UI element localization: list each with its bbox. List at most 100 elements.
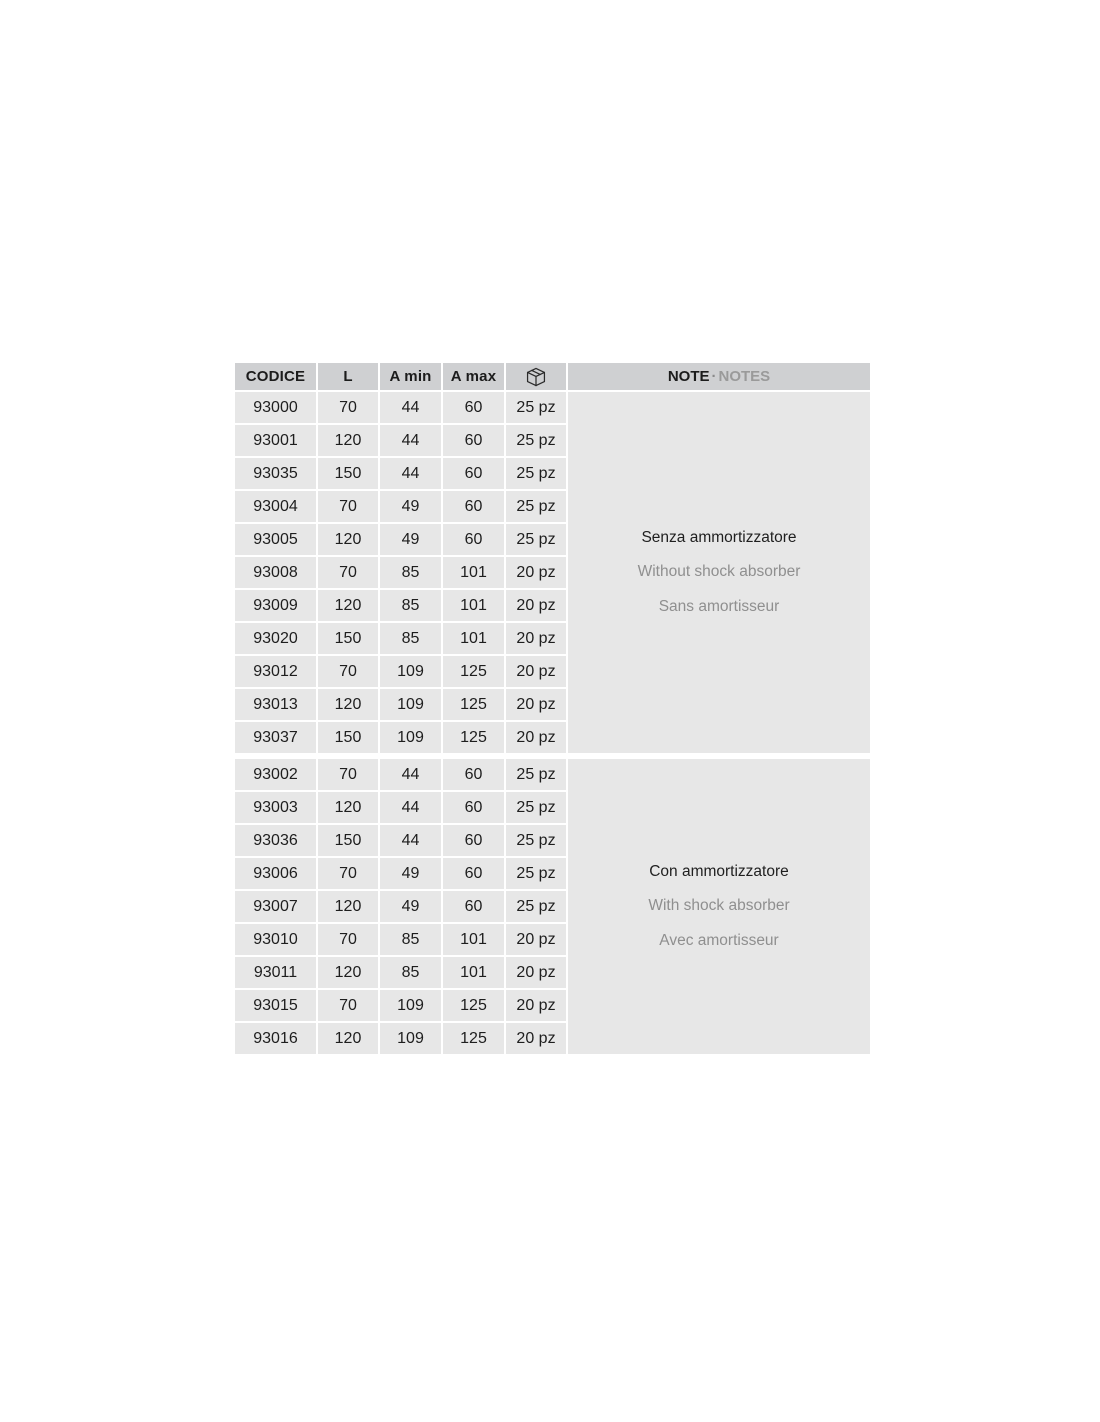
table-row[interactable]: 93010 70 85 101 20 pz [235,924,870,955]
cell-l: 120 [318,425,378,456]
cell-a-max: 101 [443,557,504,588]
cell-packaging: 20 pz [506,957,566,988]
note-text-italian: Senza ammortizzatore [641,529,797,547]
cell-codice: 93003 [235,792,316,823]
table-row[interactable]: 93036 150 44 60 25 pz [235,825,870,856]
group-separator-cell [235,755,870,757]
cell-packaging: 20 pz [506,924,566,955]
note-header-english: NOTES [718,368,771,385]
table-row[interactable]: 93016 120 109 125 20 pz [235,1023,870,1054]
cell-a-max: 125 [443,1023,504,1054]
cell-l: 70 [318,759,378,790]
cell-l: 70 [318,656,378,687]
cell-packaging: 20 pz [506,623,566,654]
cell-note-group: Senza ammortizzatore Without shock absorb… [568,392,870,753]
cell-l: 120 [318,891,378,922]
table-row[interactable]: 93007 120 49 60 25 pz [235,891,870,922]
cell-a-min: 49 [380,491,441,522]
cell-codice: 93008 [235,557,316,588]
cell-l: 120 [318,689,378,720]
cell-a-min: 44 [380,458,441,489]
cell-a-max: 60 [443,425,504,456]
cell-note-group: Con ammortizzatore With shock absorber Ave… [568,759,870,1054]
cell-a-max: 125 [443,990,504,1021]
table-row[interactable]: 93005 120 49 60 25 pz [235,524,870,555]
cell-a-max: 125 [443,722,504,753]
note-text-italian: Con ammortizzatore [649,863,789,881]
column-header-a-min: A min [380,363,441,390]
cell-codice: 93007 [235,891,316,922]
cell-codice: 93035 [235,458,316,489]
cell-codice: 93011 [235,957,316,988]
cell-a-max: 60 [443,759,504,790]
cell-l: 70 [318,858,378,889]
note-text-french: Avec amortisseur [659,931,779,949]
cell-a-max: 101 [443,957,504,988]
cell-packaging: 25 pz [506,858,566,889]
cell-l: 70 [318,491,378,522]
column-header-a-max: A max [443,363,504,390]
table-row[interactable]: 93012 70 109 125 20 pz [235,656,870,687]
cell-l: 70 [318,392,378,423]
cell-a-min: 49 [380,524,441,555]
table-row[interactable]: 93011 120 85 101 20 pz [235,957,870,988]
cell-packaging: 25 pz [506,792,566,823]
table-row[interactable]: 93000 70 44 60 25 pz Senza ammortizzatore With… [235,392,870,753]
note-text-english: Without shock absorber [637,563,801,581]
cell-codice: 93013 [235,689,316,720]
cell-packaging: 20 pz [506,689,566,720]
cell-a-min: 44 [380,825,441,856]
cell-a-min: 49 [380,891,441,922]
cell-a-min: 109 [380,1023,441,1054]
cell-a-max: 60 [443,524,504,555]
table-row[interactable]: 93003 120 44 60 25 pz [235,792,870,823]
table-row[interactable]: 93037 150 109 125 20 pz [235,722,870,753]
cell-a-min: 109 [380,990,441,1021]
cell-l: 70 [318,924,378,955]
column-header-packaging [506,363,566,390]
cell-a-min: 44 [380,392,441,423]
table-row[interactable]: 93002 70 44 60 25 pz Con ammortizzatore With s… [235,759,870,1054]
cell-a-min: 85 [380,590,441,621]
cell-packaging: 20 pz [506,1023,566,1054]
cell-l: 150 [318,623,378,654]
table-row[interactable]: 93035 150 44 60 25 pz [235,458,870,489]
note-header-italian: NOTE [667,368,710,385]
cell-packaging: 25 pz [506,491,566,522]
cell-packaging: 20 pz [506,722,566,753]
cell-a-min: 85 [380,924,441,955]
table-row[interactable]: 93001 120 44 60 25 pz [235,425,870,456]
cell-codice: 93000 [235,392,316,423]
cell-packaging: 25 pz [506,392,566,423]
cell-a-max: 101 [443,924,504,955]
cell-packaging: 20 pz [506,990,566,1021]
cell-a-max: 60 [443,858,504,889]
cell-l: 150 [318,825,378,856]
cell-a-max: 60 [443,825,504,856]
column-header-codice: CODICE [235,363,316,390]
cell-a-min: 85 [380,957,441,988]
table-row[interactable]: 93013 120 109 125 20 pz [235,689,870,720]
column-header-l: L [318,363,378,390]
cell-l: 70 [318,990,378,1021]
table-row[interactable]: 93008 70 85 101 20 pz [235,557,870,588]
table-body: 93000 70 44 60 25 pz Senza ammortizzatore With… [235,392,870,1054]
cell-packaging: 20 pz [506,656,566,687]
cell-a-max: 125 [443,656,504,687]
cell-l: 150 [318,722,378,753]
cell-a-min: 85 [380,623,441,654]
table-row[interactable]: 93009 120 85 101 20 pz [235,590,870,621]
cell-l: 120 [318,1023,378,1054]
cell-packaging: 25 pz [506,891,566,922]
cell-l: 120 [318,524,378,555]
cell-l: 150 [318,458,378,489]
column-header-note: NOTE · NOTES [568,363,870,390]
cell-a-max: 60 [443,458,504,489]
table-row[interactable]: 93020 150 85 101 20 pz [235,623,870,654]
cell-a-min: 44 [380,425,441,456]
table-row[interactable]: 93006 70 49 60 25 pz [235,858,870,889]
table-row[interactable]: 93015 70 109 125 20 pz [235,990,870,1021]
cell-a-max: 60 [443,392,504,423]
table-row[interactable]: 93004 70 49 60 25 pz [235,491,870,522]
cell-codice: 93016 [235,1023,316,1054]
